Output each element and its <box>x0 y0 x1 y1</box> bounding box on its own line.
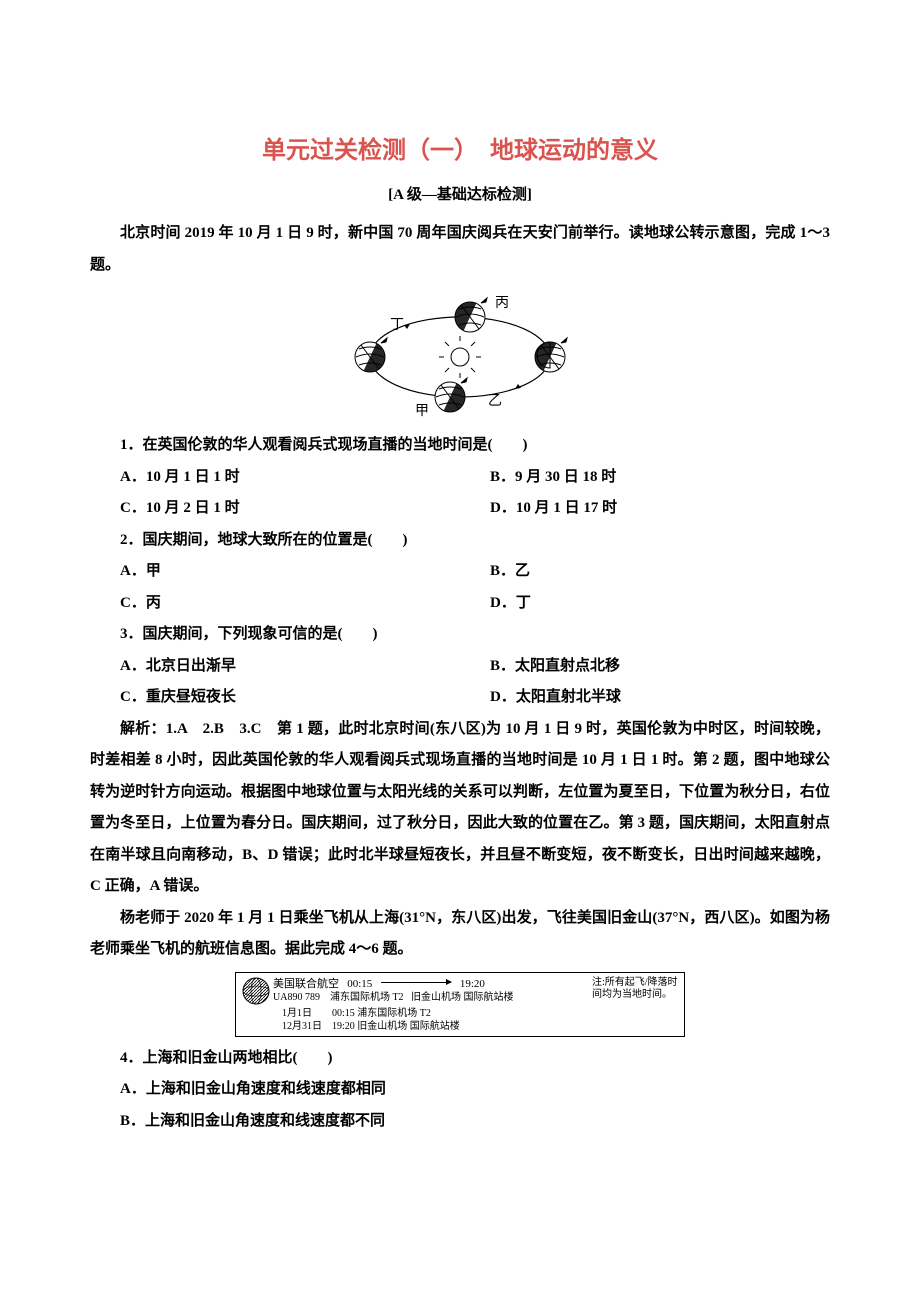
explanation-1: 解析：1.A 2.B 3.C 第 1 题，此时北京时间(东八区)为 10 月 1… <box>90 714 830 903</box>
arrow-icon <box>381 982 451 983</box>
flight-row-1: 1月1日 00:15 浦东国际机场 T2 <box>282 1007 678 1021</box>
q1-stem: 1．在英国伦敦的华人观看阅兵式现场直播的当地时间是( ) <box>90 430 830 462</box>
label-yi: 乙 <box>488 393 502 409</box>
q3-opt-a: A．北京日出渐早 <box>90 651 460 683</box>
q3-opt-d: D．太阳直射北半球 <box>460 682 830 714</box>
q2-options: A．甲 B．乙 <box>90 556 830 588</box>
arr-time: 19:20 <box>460 978 485 990</box>
page: 单元过关检测（一） 地球运动的意义 [A 级—基础达标检测] 北京时间 2019… <box>0 0 920 1197</box>
q1-opt-a: A．10 月 1 日 1 时 <box>90 462 460 494</box>
q1-opt-d: D．10 月 1 日 17 时 <box>460 493 830 525</box>
level-subtitle: [A 级—基础达标检测] <box>90 183 830 204</box>
label-ding: 丁 <box>390 318 404 333</box>
q3-opt-c: C．重庆昼短夜长 <box>90 682 460 714</box>
orbit-svg: 丙 丁 甲 乙 <box>350 289 570 419</box>
label-jia: 甲 <box>415 404 429 419</box>
q2-stem: 2．国庆期间，地球大致所在的位置是( ) <box>90 525 830 557</box>
q2-opt-b: B．乙 <box>460 556 830 588</box>
q1-options: A．10 月 1 日 1 时 B．9 月 30 日 18 时 <box>90 462 830 494</box>
unit-title: 单元过关检测（一） 地球运动的意义 <box>90 130 830 165</box>
q4-opt-b: B．上海和旧金山角速度和线速度都不同 <box>90 1106 830 1138</box>
airline-name: 美国联合航空 <box>273 978 339 990</box>
q3-opt-b: B．太阳直射点北移 <box>460 651 830 683</box>
globe-icon <box>242 977 270 1005</box>
q4-opt-a: A．上海和旧金山角速度和线速度都相同 <box>90 1074 830 1106</box>
q2-opt-c: C．丙 <box>90 588 460 620</box>
flight-code: UA890 789 <box>273 992 320 1003</box>
intro-paragraph-2: 杨老师于 2020 年 1 月 1 日乘坐飞机从上海(31°N，东八区)出发，飞… <box>90 903 830 966</box>
q1-options-2: C．10 月 2 日 1 时 D．10 月 1 日 17 时 <box>90 493 830 525</box>
dep-airport: 浦东国际机场 T2 <box>330 992 404 1003</box>
intro-paragraph-1: 北京时间 2019 年 10 月 1 日 9 时，新中国 70 周年国庆阅兵在天… <box>90 218 830 281</box>
orbit-diagram: 丙 丁 甲 乙 <box>90 289 830 424</box>
q3-options: A．北京日出渐早 B．太阳直射点北移 <box>90 651 830 683</box>
q3-stem: 3．国庆期间，下列现象可信的是( ) <box>90 619 830 651</box>
flight-note: 注:所有起飞/降落时间均为当地时间。 <box>592 977 678 1002</box>
flight-info-box: 美国联合航空 00:15 19:20 UA890 789 浦东国际机场 T2 旧… <box>90 972 830 1037</box>
q1-opt-b: B．9 月 30 日 18 时 <box>460 462 830 494</box>
q3-options-2: C．重庆昼短夜长 D．太阳直射北半球 <box>90 682 830 714</box>
label-bing: 丙 <box>495 296 509 311</box>
q2-opt-a: A．甲 <box>90 556 460 588</box>
flight-row-2: 12月31日 19:20 旧金山机场 国际航站楼 <box>282 1020 678 1034</box>
q1-opt-c: C．10 月 2 日 1 时 <box>90 493 460 525</box>
q4-stem: 4．上海和旧金山两地相比( ) <box>90 1043 830 1075</box>
q2-opt-d: D．丁 <box>460 588 830 620</box>
dep-time: 00:15 <box>347 978 372 990</box>
q2-options-2: C．丙 D．丁 <box>90 588 830 620</box>
arr-airport: 旧金山机场 国际航站楼 <box>411 992 514 1003</box>
